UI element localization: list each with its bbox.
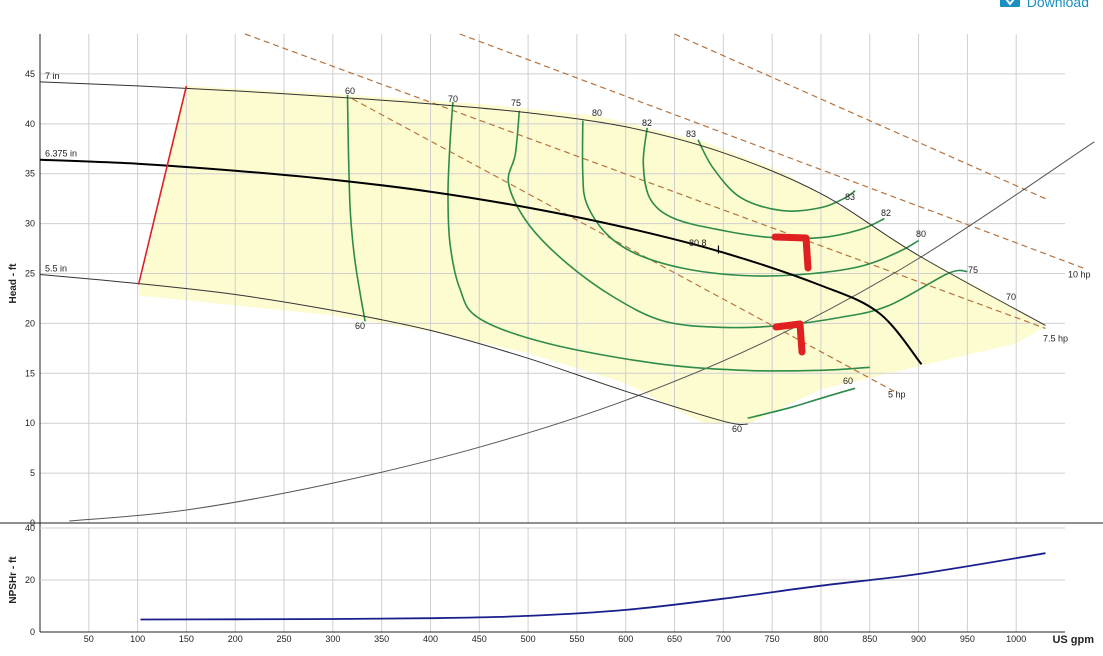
- efficiency-label: 83: [845, 192, 855, 202]
- y-tick-label: 25: [25, 269, 35, 279]
- system-curve: [69, 141, 1095, 522]
- efficiency-contour: [697, 139, 856, 212]
- efficiency-contour: [507, 110, 968, 329]
- bep-label: 80.8: [689, 238, 707, 248]
- y-tick-label: 5: [30, 468, 35, 478]
- download-label: Download: [1026, 0, 1089, 10]
- efficiency-contour: [747, 387, 856, 419]
- efficiency-label: 60: [732, 424, 742, 434]
- x-tick-label: 1000: [1006, 634, 1026, 644]
- download-button[interactable]: Download: [999, 0, 1089, 10]
- efficiency-label: 70: [448, 94, 458, 104]
- efficiency-label: 80: [916, 229, 926, 239]
- efficiency-label: 75: [968, 265, 978, 275]
- x-tick-label: 400: [423, 634, 438, 644]
- efficiency-label: 60: [355, 321, 365, 331]
- annotation-marker: [772, 320, 806, 356]
- efficiency-label: 80: [592, 108, 602, 118]
- y-tick-label: 45: [25, 69, 35, 79]
- power-label: 5 hp: [888, 389, 906, 399]
- impeller-label: 7 in: [45, 71, 60, 81]
- impeller-curve: [39, 158, 923, 365]
- x-tick-label: 600: [618, 634, 633, 644]
- x-tick-label: 350: [374, 634, 389, 644]
- x-tick-label: 250: [277, 634, 292, 644]
- npsh-curve: [140, 552, 1046, 621]
- x-tick-label: 300: [325, 634, 340, 644]
- x-tick-label: 550: [569, 634, 584, 644]
- x-tick-label: 200: [228, 634, 243, 644]
- efficiency-label: 60: [843, 376, 853, 386]
- efficiency-contour: [581, 120, 919, 277]
- impeller-label: 5.5 in: [45, 264, 67, 274]
- y-tick-label: 10: [25, 418, 35, 428]
- npsh-y-axis-title: NPSHr - ft: [8, 556, 19, 604]
- x-tick-label: 850: [862, 634, 877, 644]
- y-tick-label: 35: [25, 169, 35, 179]
- x-tick-label: 50: [84, 634, 94, 644]
- efficiency-label: 75: [511, 98, 521, 108]
- efficiency-contour: [447, 101, 870, 372]
- y-tick-label: 15: [25, 368, 35, 378]
- power-label: 7.5 hp: [1043, 333, 1068, 343]
- npsh-plot-area: 50 100 150 200 250 300 350 400 450 500 550 600 650 70…: [8, 523, 1094, 646]
- x-tick-label: 950: [960, 634, 975, 644]
- efficiency-contour: [346, 94, 366, 322]
- x-tick-label: 500: [521, 634, 536, 644]
- npsh-y-tick-label: 0: [30, 627, 35, 637]
- x-tick-label: 750: [765, 634, 780, 644]
- power-line: [459, 33, 1085, 270]
- npsh-y-tick-label: 40: [25, 523, 35, 533]
- power-label: 10 hp: [1068, 270, 1091, 280]
- efficiency-label: 60: [345, 86, 355, 96]
- download-icon: [999, 0, 1020, 7]
- y-tick-label: 20: [25, 318, 35, 328]
- impeller-label: 6.375 in: [45, 149, 77, 159]
- x-tick-label: 100: [130, 634, 145, 644]
- x-tick-label: 450: [472, 634, 487, 644]
- operating-envelope: [138, 85, 1046, 425]
- x-tick-label: 900: [911, 634, 926, 644]
- impeller-curve: [39, 274, 748, 426]
- x-tick-label: 800: [813, 634, 828, 644]
- efficiency-contour: [642, 127, 885, 240]
- efficiency-label: 82: [642, 118, 652, 128]
- annotation-marker: [771, 233, 812, 272]
- efficiency-label: 70: [1006, 292, 1016, 302]
- x-tick-label: 700: [716, 634, 731, 644]
- y-axis-title: Head - ft: [8, 263, 19, 304]
- efficiency-label: 82: [881, 208, 891, 218]
- power-line: [244, 33, 1046, 329]
- power-line: [674, 33, 1046, 200]
- y-tick-label: 30: [25, 219, 35, 229]
- x-axis-title: US gpm: [1052, 634, 1094, 646]
- npsh-y-tick-label: 20: [25, 575, 35, 585]
- x-tick-label: 150: [179, 634, 194, 644]
- x-tick-label: 650: [667, 634, 682, 644]
- min-flow-line: [137, 85, 188, 285]
- efficiency-label: 83: [686, 129, 696, 139]
- impeller-curve: [39, 81, 1046, 326]
- y-tick-label: 40: [25, 119, 35, 129]
